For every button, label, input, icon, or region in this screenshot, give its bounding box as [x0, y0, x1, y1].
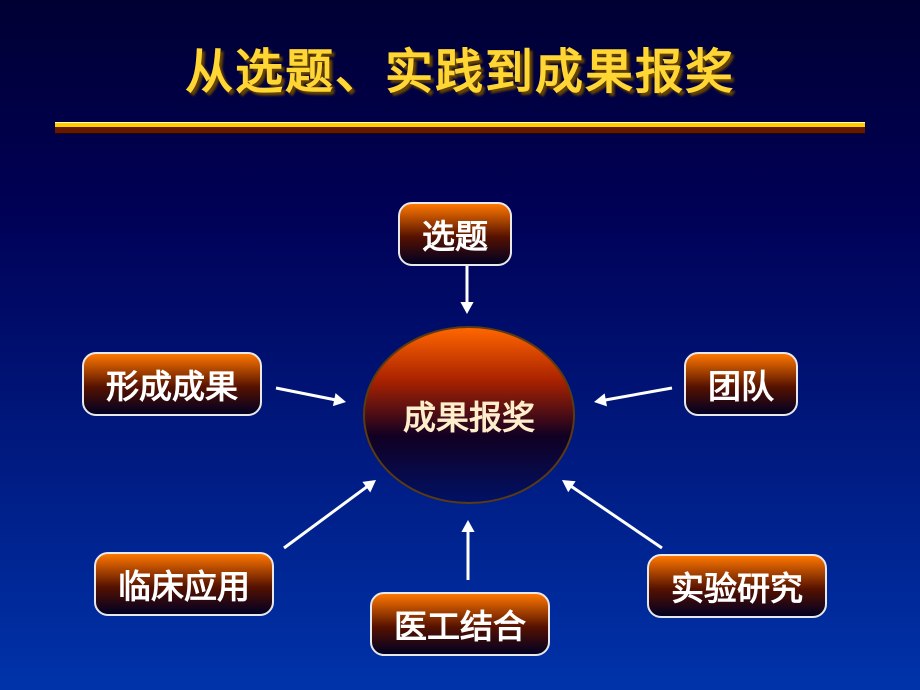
- node-label: 形成成果: [106, 360, 238, 408]
- title-text: 从选题、实践到成果报奖: [185, 46, 735, 99]
- node-label: 选题: [422, 210, 488, 258]
- slide-title: 从选题、实践到成果报奖: [0, 0, 920, 102]
- node-label: 实验研究: [671, 562, 803, 610]
- center-label: 成果报奖: [403, 391, 535, 439]
- radial-diagram: 成果报奖 选题团队实验研究医工结合 临床应用 形成成果: [0, 136, 920, 666]
- arrow-line: [571, 486, 662, 548]
- node-team: 团队: [684, 352, 798, 416]
- node-clinical: 临床应用: [94, 552, 274, 616]
- arrow-head: [333, 393, 346, 406]
- arrow-line: [284, 486, 367, 548]
- node-label: 临床应用: [118, 560, 250, 608]
- node-form: 形成成果: [82, 352, 262, 416]
- node-label: 团队: [708, 360, 774, 408]
- arrow-head: [460, 302, 473, 314]
- node-combine: 医工结合: [370, 592, 550, 656]
- arrow-head: [461, 520, 474, 532]
- arrow-line: [276, 388, 335, 400]
- node-topic: 选题: [398, 202, 512, 266]
- title-divider: [55, 122, 865, 136]
- arrow-head: [362, 480, 376, 492]
- divider-bottom-bar: [55, 127, 865, 134]
- arrow-head: [594, 393, 607, 406]
- arrow-line: [605, 388, 672, 400]
- center-node: 成果报奖: [363, 326, 575, 504]
- node-label: 医工结合: [394, 600, 526, 648]
- node-research: 实验研究: [647, 554, 827, 618]
